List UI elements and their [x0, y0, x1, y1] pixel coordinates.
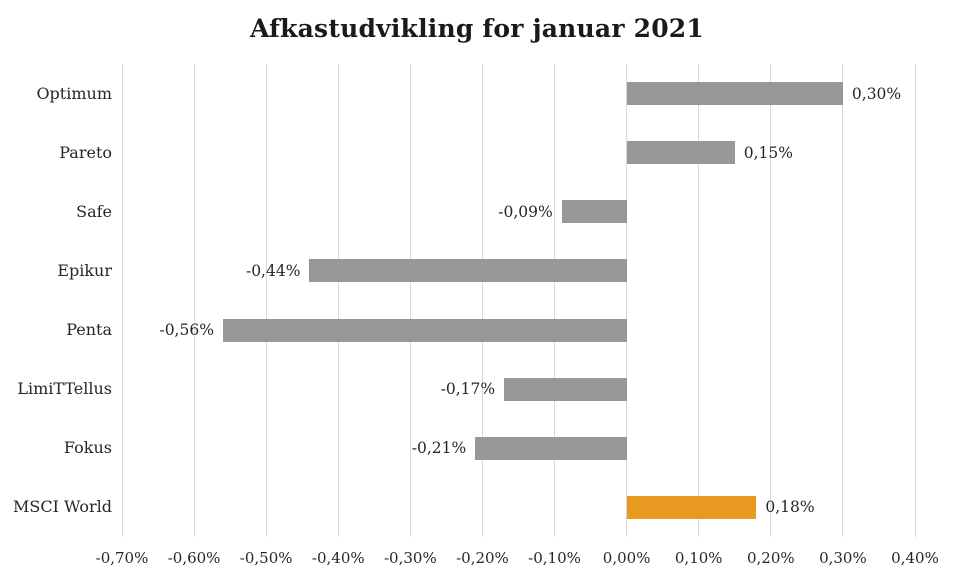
category-label-limittellus: LimiTTellus: [17, 379, 112, 399]
category-label-penta: Penta: [66, 320, 112, 340]
x-tick-label: -0,30%: [383, 549, 437, 567]
gridline: [554, 64, 556, 537]
value-label-limittellus: -0,17%: [440, 380, 496, 399]
bar-pareto: [626, 141, 735, 165]
gridline: [409, 64, 411, 537]
category-label-epikur: Epikur: [57, 260, 112, 280]
gridline: [770, 64, 772, 537]
gridline: [626, 64, 628, 537]
value-label-epikur: -0,44%: [245, 261, 301, 280]
x-tick-label: -0,10%: [528, 549, 581, 567]
bar-safe: [561, 200, 627, 224]
gridline: [337, 64, 339, 537]
gridline: [121, 64, 123, 537]
value-label-pareto: 0,15%: [743, 143, 794, 162]
value-label-safe: -0,09%: [498, 202, 553, 221]
gridline: [265, 64, 267, 537]
value-label-optimum: 0,30%: [851, 84, 902, 103]
x-tick-label: 0,40%: [891, 549, 939, 567]
bar-limittellus: [504, 377, 627, 401]
x-tick-label: -0,40%: [311, 549, 365, 567]
x-tick-label: -0,50%: [239, 549, 293, 567]
x-tick-label: -0,60%: [167, 549, 221, 567]
x-tick-label: -0,20%: [456, 549, 509, 567]
x-tick-label: 0,00%: [602, 549, 651, 567]
x-tick-label: 0,30%: [819, 549, 867, 567]
chart-title: Afkastudvikling for januar 2021: [250, 14, 704, 43]
bar-msci-world: [626, 495, 757, 519]
x-tick-label: 0,10%: [674, 549, 723, 567]
category-label-fokus: Fokus: [63, 438, 112, 458]
value-label-msci-world: 0,18%: [765, 498, 815, 517]
gridline: [193, 64, 195, 537]
x-tick-label: -0,70%: [95, 549, 149, 567]
category-label-safe: Safe: [76, 201, 112, 221]
category-label-msci-world: MSCI World: [13, 497, 112, 517]
value-label-penta: -0,56%: [159, 321, 214, 340]
x-tick-label: 0,20%: [746, 549, 795, 567]
bar-optimum: [626, 82, 843, 106]
category-label-pareto: Pareto: [59, 142, 112, 162]
bar-penta: [222, 318, 627, 342]
gridline: [698, 64, 700, 537]
bar-epikur: [309, 259, 627, 283]
gridline: [914, 64, 916, 537]
category-label-optimum: Optimum: [36, 83, 112, 103]
value-label-fokus: -0,21%: [411, 439, 467, 458]
bar-fokus: [475, 436, 627, 460]
gridline: [842, 64, 844, 537]
gridline: [481, 64, 483, 537]
